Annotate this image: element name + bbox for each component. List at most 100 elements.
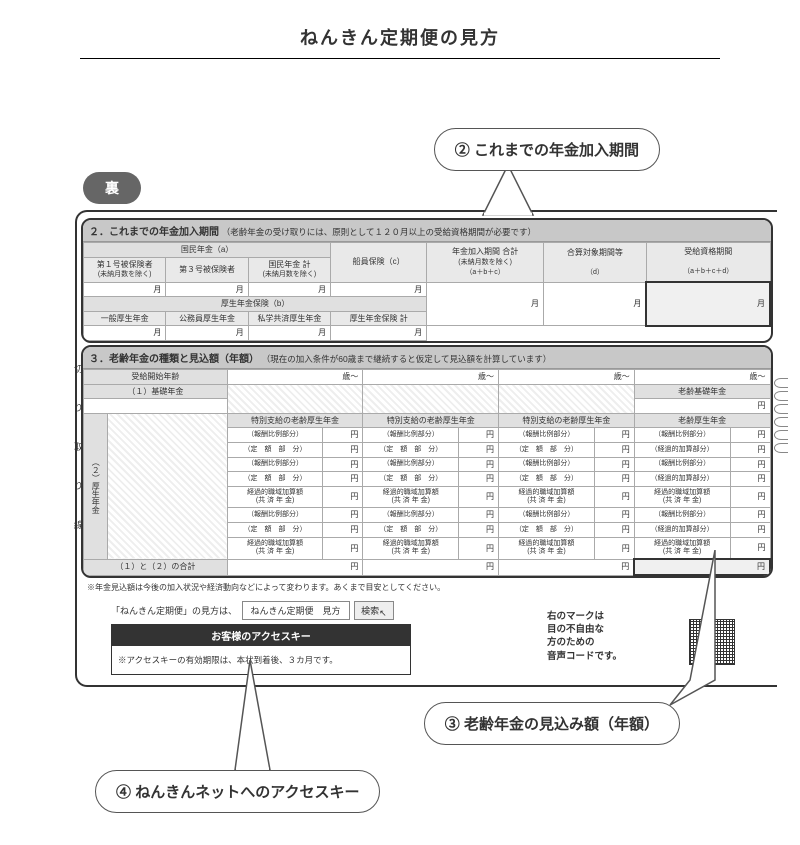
hdr-shigaku: 私学共済厚生年金 bbox=[248, 311, 330, 326]
cell: （定 額 部 分） bbox=[499, 472, 595, 487]
cell: 月 bbox=[84, 326, 166, 341]
cell: （報酬比例部分） bbox=[363, 428, 459, 443]
cell: （定 額 部 分） bbox=[499, 523, 595, 538]
cell: 月 bbox=[543, 282, 646, 326]
cell: （定 額 部 分） bbox=[227, 472, 323, 487]
section-2-header: ２．これまでの年金加入期間 （老齢年金の受け取りには、原則として１２０月以上の受… bbox=[83, 220, 771, 242]
cell: （定 額 部 分） bbox=[227, 442, 323, 457]
cell: 円 bbox=[730, 537, 770, 559]
hdr-total: 年金加入期間 合計(未納月数を除く)（a＋b＋c） bbox=[427, 243, 544, 283]
callout-num: ④ bbox=[116, 784, 131, 801]
cell-highlight: 月 bbox=[646, 282, 770, 326]
section-3-header: ３．老齢年金の種類と見込額（年額） （現在の加入条件が60歳まで継続すると仮定し… bbox=[83, 347, 771, 369]
cell: 円 bbox=[323, 537, 363, 559]
cell: 経過的職域加算額(共 済 年 金) bbox=[363, 537, 459, 559]
callout-access-key: ④ ねんきんネットへのアクセスキー bbox=[95, 770, 380, 813]
cell: 経過的職域加算額(共 済 年 金) bbox=[363, 486, 459, 508]
cell: 円 bbox=[459, 457, 499, 472]
voice-code-note: 右のマークは目の不自由な方のための音声コードです。 bbox=[547, 610, 657, 663]
row-kousei: （２）厚生年金 bbox=[84, 413, 108, 559]
cell: 経過的職域加算額(共 済 年 金) bbox=[634, 486, 730, 508]
hdr-ippan: 一般厚生年金 bbox=[84, 311, 166, 326]
hdr-kousei: 厚生年金保険（b） bbox=[84, 297, 427, 312]
cell: （報酬比例部分） bbox=[634, 457, 730, 472]
cell: 円 bbox=[594, 472, 634, 487]
cell: （報酬比例部分） bbox=[499, 457, 595, 472]
cursor-icon: ↖ bbox=[379, 608, 387, 619]
row-total: （１）と（２）の合計 bbox=[84, 559, 228, 575]
cell: （定 額 部 分） bbox=[499, 442, 595, 457]
cell: 円 bbox=[323, 428, 363, 443]
cell: （報酬比例部分） bbox=[499, 508, 595, 523]
cell: 円 bbox=[323, 442, 363, 457]
cell: 月 bbox=[84, 282, 166, 297]
hdr-koumu: 公務員厚生年金 bbox=[166, 311, 248, 326]
hdr-rourei: 老齢厚生年金 bbox=[634, 413, 770, 428]
access-header: お客様のアクセスキー bbox=[112, 625, 410, 646]
hdr-funain: 船員保険（c） bbox=[331, 243, 427, 283]
sec3-note: （現在の加入条件が60歳まで継続すると仮定して見込額を計算しています） bbox=[262, 354, 551, 364]
cell: （報酬比例部分） bbox=[499, 428, 595, 443]
cell: 円 bbox=[459, 442, 499, 457]
cell: （報酬比例部分） bbox=[227, 508, 323, 523]
cell-hatch bbox=[499, 384, 635, 413]
cell: 円 bbox=[594, 428, 634, 443]
cell: 円 bbox=[730, 486, 770, 508]
cell: 経過的職域加算額(共 済 年 金) bbox=[499, 537, 595, 559]
cell: （定 額 部 分） bbox=[227, 523, 323, 538]
row-age: 受給開始年齢 bbox=[84, 369, 228, 384]
table-pension-types: 受給開始年齢 歳～ 歳～ 歳～ 歳～ （１）基礎年金 老齢基礎年金 円 （２）厚… bbox=[83, 369, 771, 576]
row-kiso: （１）基礎年金 bbox=[84, 384, 228, 399]
cell: （報酬比例部分） bbox=[634, 508, 730, 523]
sec3-title: ３．老齢年金の種類と見込額（年額） bbox=[89, 354, 259, 365]
hdr-tokubetsu: 特別支給の老齢厚生年金 bbox=[499, 413, 635, 428]
cell: （報酬比例部分） bbox=[634, 428, 730, 443]
cell: 円 bbox=[730, 508, 770, 523]
cell: 円 bbox=[730, 442, 770, 457]
cell: 円 bbox=[634, 399, 770, 414]
cell: 円 bbox=[594, 508, 634, 523]
hdr-tokubetsu: 特別支給の老齢厚生年金 bbox=[363, 413, 499, 428]
cell: 月 bbox=[331, 282, 427, 297]
voice-code-icon bbox=[689, 619, 735, 665]
cell: 円 bbox=[459, 472, 499, 487]
cell: 経過的職域加算額(共 済 年 金) bbox=[227, 537, 323, 559]
cell: 円 bbox=[594, 442, 634, 457]
hdr-tokubetsu: 特別支給の老齢厚生年金 bbox=[227, 413, 363, 428]
section-3: ３．老齢年金の種類と見込額（年額） （現在の加入条件が60歳まで継続すると仮定し… bbox=[81, 345, 773, 578]
hdr-kouseikei: 厚生年金保険 計 bbox=[331, 311, 427, 326]
cell: 円 bbox=[459, 428, 499, 443]
hdr-kokukei: 国民年金 計(未納月数を除く) bbox=[248, 257, 330, 282]
cell: 歳～ bbox=[634, 369, 770, 384]
cell: 円 bbox=[594, 537, 634, 559]
cell: （報酬比例部分） bbox=[227, 457, 323, 472]
cell: 円 bbox=[323, 508, 363, 523]
cell: 円 bbox=[730, 428, 770, 443]
cell: 円 bbox=[323, 486, 363, 508]
cell: （報酬比例部分） bbox=[363, 508, 459, 523]
cell: （定 額 部 分） bbox=[363, 472, 459, 487]
cell: 円 bbox=[594, 523, 634, 538]
cell: 円 bbox=[594, 486, 634, 508]
sec2-title: ２．これまでの年金加入期間 bbox=[89, 227, 219, 238]
callout-text: これまでの年金加入期間 bbox=[474, 142, 639, 159]
cell: 円 bbox=[730, 472, 770, 487]
cell-hatch bbox=[363, 384, 499, 413]
cell: （経過的加算部分） bbox=[634, 472, 730, 487]
cell: 経過的職域加算額(共 済 年 金) bbox=[634, 537, 730, 559]
cell: （経過的加算部分） bbox=[634, 442, 730, 457]
cell: 円 bbox=[730, 523, 770, 538]
hdr-gassan: 合算対象期間等（d） bbox=[543, 243, 646, 283]
search-button[interactable]: 検索↖ bbox=[354, 601, 394, 620]
tab-back: 裏 bbox=[83, 172, 141, 204]
cell: 円 bbox=[459, 537, 499, 559]
cell: 円 bbox=[499, 559, 635, 575]
hdr-kokumin: 国民年金（a） bbox=[84, 243, 331, 258]
cell: （経過的加算部分） bbox=[634, 523, 730, 538]
cell: 月 bbox=[248, 326, 330, 341]
cell: 月 bbox=[331, 326, 427, 341]
callout-text: 老齢年金の見込み額（年額） bbox=[464, 716, 659, 733]
callout-estimated-amount: ③ 老齢年金の見込み額（年額） bbox=[424, 702, 680, 745]
cell: 円 bbox=[227, 559, 363, 575]
search-box: ねんきん定期便 見方 bbox=[242, 601, 350, 620]
